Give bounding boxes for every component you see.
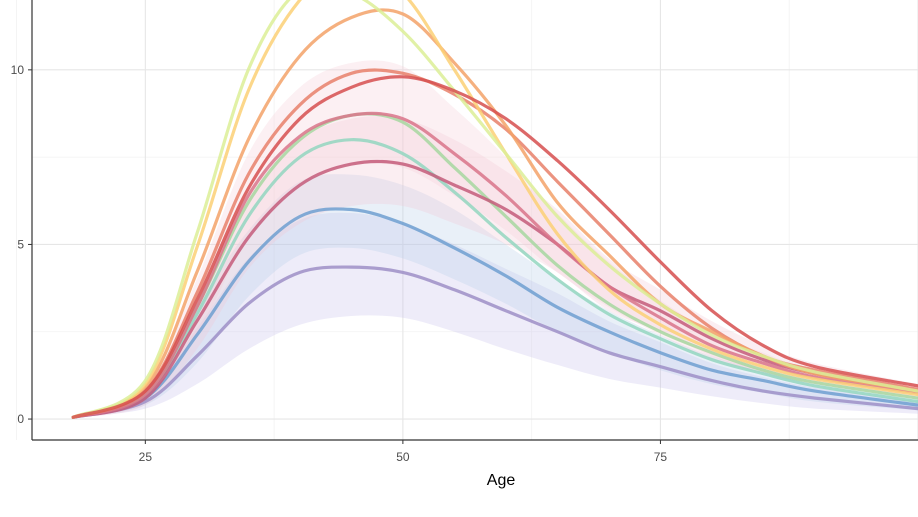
y-tick-label: 10 (11, 63, 25, 77)
series-lines (71, 0, 918, 419)
x-tick-label: 75 (654, 450, 668, 464)
x-axis-title: Age (487, 472, 516, 489)
series-4-line (71, 159, 918, 419)
series-0-line (71, 265, 918, 419)
axes: 25 50 75 0 5 10 (11, 0, 918, 464)
series-7-line (71, 8, 918, 419)
series-1-line (71, 207, 918, 419)
x-tick-label: 25 (139, 450, 153, 464)
series-2-line (71, 138, 918, 419)
series-10-line (71, 75, 918, 419)
y-tick-label: 5 (17, 237, 24, 251)
series-8-line (71, 0, 918, 419)
x-tick-label: 50 (396, 450, 410, 464)
series-5-line (71, 111, 918, 419)
y-tick-label: 0 (17, 412, 24, 426)
series-0-confidence-band (73, 212, 918, 418)
